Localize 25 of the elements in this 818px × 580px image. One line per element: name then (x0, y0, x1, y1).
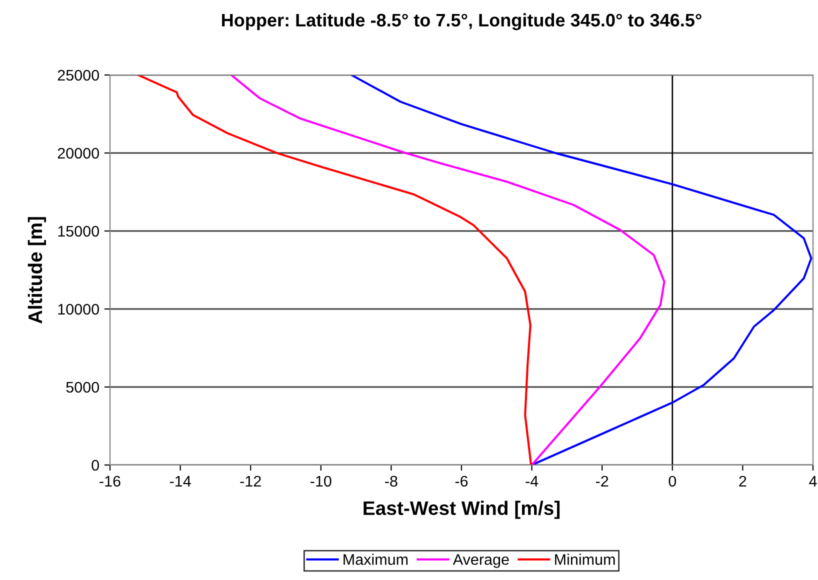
x-tick-label: -6 (455, 476, 468, 487)
x-axis-title: East-West Wind [m/s] (364, 500, 560, 519)
legend-label: Average (452, 554, 509, 568)
x-tick-label: -10 (310, 476, 332, 487)
x-tick-label: 4 (809, 476, 817, 486)
x-tick-label: 2 (739, 476, 746, 486)
x-tick-label: -2 (596, 476, 608, 486)
y-axis-title: Altitude [m] (28, 217, 46, 324)
chart-title: Hopper: Latitude -8.5° to 7.5°, Longitude 345.0° to 346.5° (222, 13, 702, 30)
legend-label: Maximum (344, 554, 408, 565)
legend-label: Minimum (555, 554, 615, 565)
y-tick-label: 25000 (58, 70, 99, 81)
x-tick-label: -12 (240, 476, 261, 486)
x-tick-label: -4 (526, 476, 538, 486)
x-tick-label: -8 (385, 476, 398, 487)
x-tick-label: -14 (170, 476, 191, 486)
y-tick-label: 15000 (58, 226, 99, 237)
y-tick-label: 20000 (58, 148, 99, 159)
line-series (230, 75, 666, 465)
line-series (137, 75, 532, 465)
x-tick-label: -16 (100, 476, 120, 487)
y-tick-label: 0 (92, 460, 99, 471)
y-tick-label: 5000 (66, 382, 99, 393)
y-tick-label: 10000 (58, 304, 99, 315)
x-tick-label: 0 (668, 476, 676, 487)
